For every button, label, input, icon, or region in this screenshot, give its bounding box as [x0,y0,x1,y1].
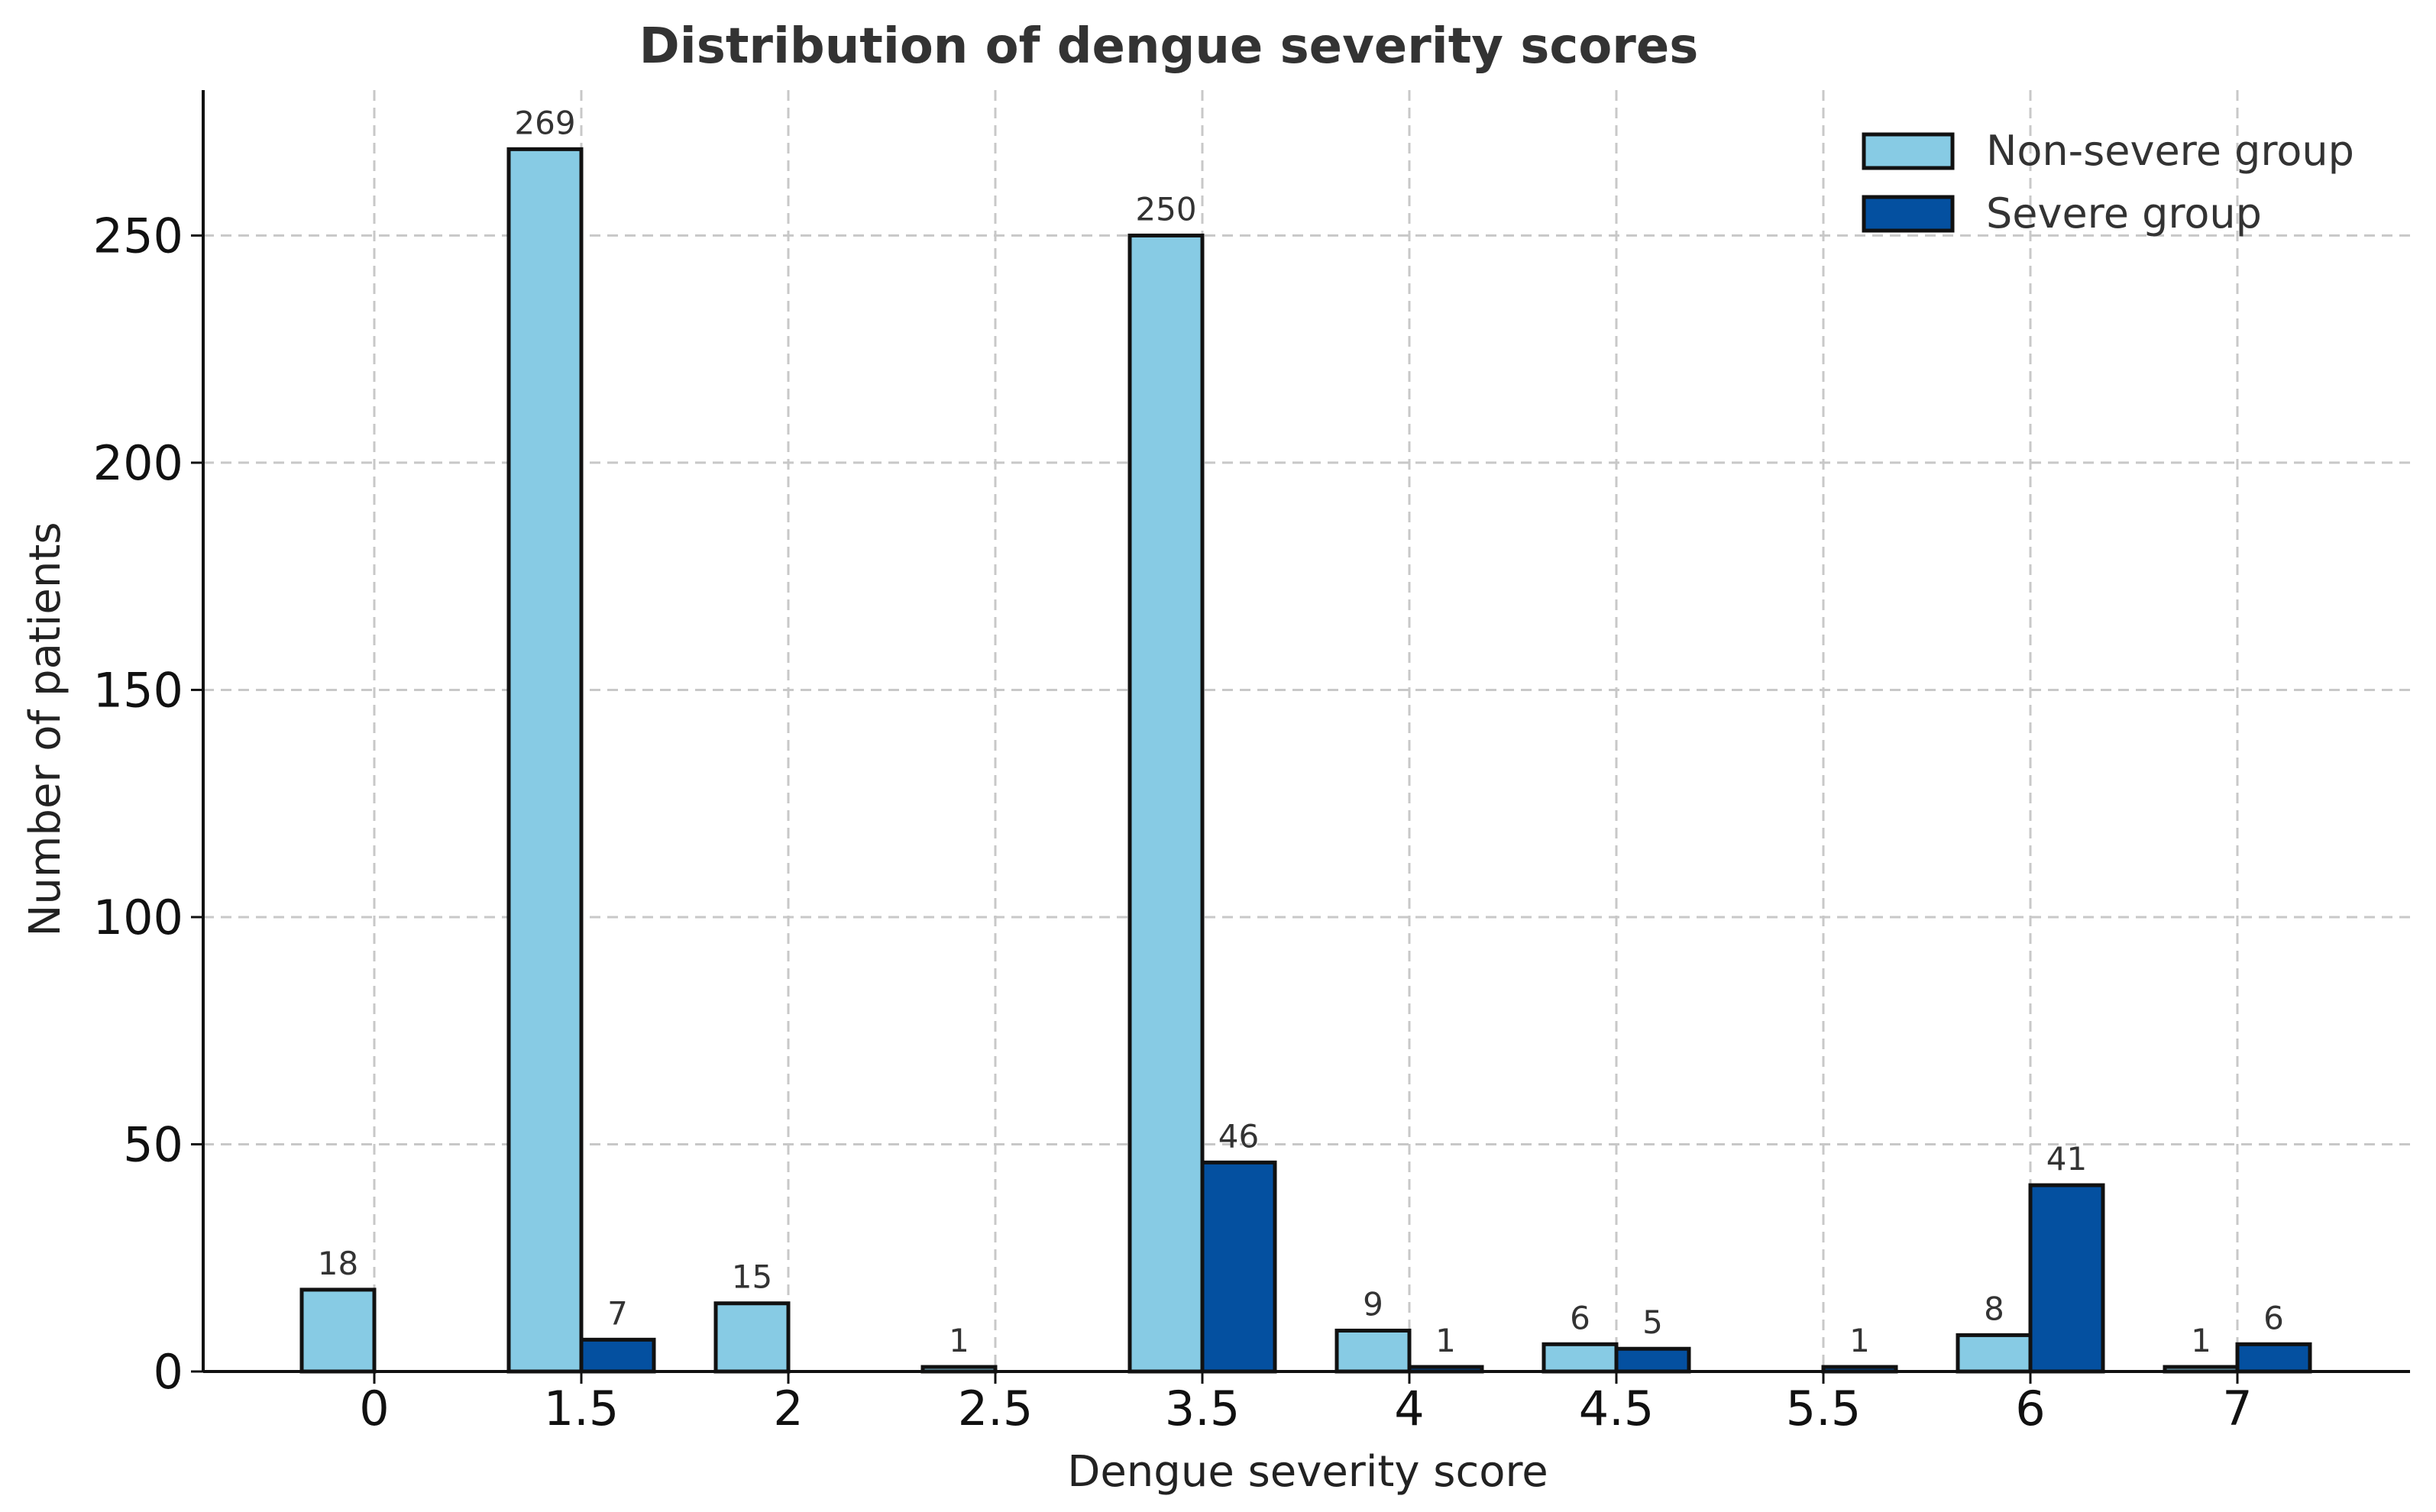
severe-label-5.5: 1 [1849,1322,1870,1359]
severe-label-4: 1 [1435,1322,1456,1359]
non-severe-label-6: 8 [1984,1290,2004,1327]
legend-label-severe: Severe group [1986,189,2262,237]
non-severe-label-7: 1 [2191,1322,2211,1359]
severe-label-7: 6 [2263,1299,2284,1336]
legend: Non-severe group Severe group [1862,127,2354,237]
non-severe-bar-1.5 [506,147,584,1374]
severe-label-3.5: 46 [1218,1117,1259,1155]
non-severe-label-0: 18 [318,1245,358,1282]
y-tick-label: 0 [154,1344,183,1400]
x-tick-label: 1.5 [544,1381,620,1436]
y-axis-label: Number of patients [21,522,70,937]
x-tick-label: 2 [773,1381,803,1436]
chart-title: Distribution of dengue severity scores [639,18,1699,75]
severe-bar-6 [2028,1183,2105,1374]
x-tick-label: 6 [2015,1381,2045,1436]
non-severe-bar-4 [1334,1328,1412,1374]
x-tick-label: 2.5 [958,1381,1034,1436]
non-severe-label-4.5: 6 [1570,1299,1590,1336]
severe-label-1.5: 7 [607,1294,628,1332]
legend-swatch-severe [1862,195,1955,233]
severe-bar-3.5 [1200,1160,1277,1374]
severe-bar-7 [2235,1342,2312,1374]
severe-bar-1.5 [579,1337,656,1374]
non-severe-label-2: 15 [732,1258,772,1296]
severe-label-4.5: 5 [1642,1304,1663,1341]
y-tick-label: 250 [93,208,183,263]
non-severe-label-1.5: 269 [514,104,575,141]
legend-label-non-severe: Non-severe group [1986,127,2354,175]
severe-label-6: 41 [2046,1140,2087,1178]
x-tick-label: 7 [2222,1381,2252,1436]
legend-swatch-non-severe [1862,132,1955,170]
non-severe-bar-4.5 [1542,1342,1619,1374]
x-tick-label: 5.5 [1786,1381,1862,1436]
x-tick-label: 3.5 [1165,1381,1241,1436]
non-severe-bar-0 [299,1287,377,1374]
non-severe-bar-2 [713,1301,791,1374]
non-severe-bar-6 [1956,1333,2033,1374]
non-severe-label-4: 9 [1363,1285,1383,1323]
y-tick-label: 50 [123,1116,183,1172]
x-axis-label: Dengue severity score [1067,1447,1548,1497]
x-tick-label: 0 [359,1381,389,1436]
non-severe-label-3.5: 250 [1135,190,1196,228]
y-tick-label: 100 [93,890,183,945]
y-tick-label: 200 [93,435,183,491]
non-severe-label-2.5: 1 [949,1322,969,1359]
axes: 0 50 100 150 200 250 0 1.5 2 2.5 3.5 4 4.5 5.5 6 7 [93,90,2410,1436]
bars [299,147,2312,1374]
y-tick-label: 150 [93,662,183,718]
x-tick-label: 4.5 [1579,1381,1655,1436]
severe-bar-4.5 [1614,1346,1691,1374]
x-tick-label: 4 [1394,1381,1424,1436]
non-severe-bar-3.5 [1127,233,1205,1374]
